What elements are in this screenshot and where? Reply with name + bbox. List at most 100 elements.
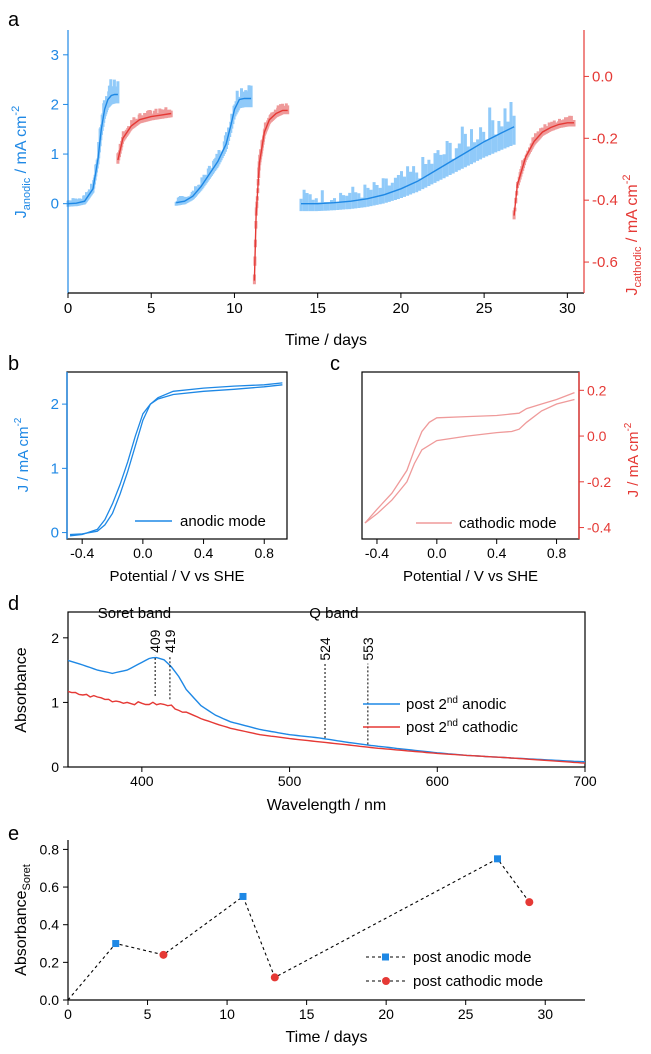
peak-label-419: 419 — [162, 629, 178, 653]
x-tick-label-c: 0.4 — [487, 545, 507, 561]
cv-curve-b-1 — [69, 382, 283, 536]
x-tick-label-a: 30 — [559, 300, 576, 317]
series-line-a-0 — [67, 93, 118, 205]
series-line-a-5 — [513, 122, 574, 216]
raw-data-band-2 — [299, 102, 516, 212]
y-tick-label-e: 0.0 — [40, 992, 60, 1008]
y-axis-title-c: J / mA cm-2 — [623, 422, 642, 497]
x-tick-label-e: 25 — [458, 1006, 474, 1022]
x-tick-label-a: 15 — [309, 300, 326, 317]
legend-marker-circle — [382, 977, 390, 985]
ylabel-sup: -2 — [13, 417, 24, 426]
y-axis-title-e: AbsorbanceSoret — [13, 864, 33, 976]
legend-main: post 2 — [406, 696, 447, 713]
y-axis-title-b: J / mA cm-2 — [13, 417, 32, 492]
legend-label-d-1: post 2nd cathodic — [406, 718, 519, 736]
data-point-square — [494, 855, 502, 863]
y-tick-label-left-a: 0 — [51, 196, 59, 213]
legend-rest: cathodic — [458, 719, 519, 736]
y-tick-label-e: 0.2 — [40, 954, 60, 970]
y-tick-label-e: 0.6 — [40, 879, 60, 895]
series-line-a-3 — [117, 112, 172, 161]
panel-b-label: b — [8, 353, 19, 375]
plot-frame-d — [67, 611, 586, 768]
ylabel-rest: / mA cm — [13, 116, 30, 178]
x-tick-label-a: 0 — [64, 300, 72, 317]
spectrum-line-1 — [67, 690, 586, 764]
legend-label-e-1: post cathodic mode — [413, 973, 543, 990]
x-tick-label-c: 0.0 — [427, 545, 447, 561]
y-axis-title-left-a: Janodic / mA cm-2 — [10, 106, 33, 218]
x-tick-label-d: 400 — [130, 773, 154, 789]
x-axis-title-e: Time / days — [285, 1029, 367, 1046]
x-axis-title-b: Potential / V vs SHE — [109, 568, 244, 585]
x-tick-label-e: 15 — [299, 1006, 315, 1022]
y-tick-label-left-a: 3 — [51, 47, 59, 64]
x-tick-label-a: 5 — [147, 300, 155, 317]
ylabel-sup: -2 — [623, 422, 634, 431]
x-tick-label-c: -0.4 — [365, 545, 389, 561]
ylabel-main: J / mA cm — [15, 427, 32, 493]
y-tick-label-d: 0 — [51, 759, 59, 775]
y-tick-label-right-a: -0.6 — [592, 254, 618, 271]
ylabel-main: Absorbance — [13, 890, 30, 975]
x-tick-label-b: 0.0 — [133, 545, 153, 561]
legend-marker-square — [382, 953, 389, 961]
x-tick-label-b: 0.8 — [255, 545, 275, 561]
data-point-square — [239, 892, 247, 900]
x-tick-label-d: 500 — [278, 773, 302, 789]
legend-rest: anodic — [458, 696, 507, 713]
y-tick-label-right-a: -0.2 — [592, 130, 618, 147]
ylabel-main: J / mA cm — [625, 432, 642, 498]
panel-c-label: c — [330, 353, 340, 375]
raw-data-band-4 — [252, 103, 290, 285]
x-tick-label-b: 0.4 — [194, 545, 214, 561]
legend-label-b: anodic mode — [180, 513, 266, 530]
x-axis-title-a: Time / days — [285, 332, 367, 349]
legend-sup: nd — [447, 695, 458, 706]
y-axis-title-right-a: Jcathodic / mA cm-2 — [621, 175, 644, 296]
peak-label-409: 409 — [147, 629, 163, 653]
ylabel-sup: -2 — [10, 106, 22, 116]
y-tick-label-left-a: 2 — [51, 96, 59, 113]
ylabel-sub: Soret — [21, 864, 33, 890]
plot-frame-c — [361, 371, 580, 540]
x-tick-label-a: 20 — [393, 300, 410, 317]
y-tick-label-d: 1 — [51, 694, 59, 710]
cv-curve-b-0 — [69, 384, 283, 537]
y-tick-label-e: 0.4 — [40, 917, 60, 933]
ylabel-rest: / mA cm — [624, 184, 641, 246]
y-tick-label-right-a: 0.0 — [592, 68, 613, 85]
raw-data-band-3 — [116, 107, 173, 164]
y-tick-label-right-a: -0.4 — [592, 192, 618, 209]
cv-curve-c-0 — [364, 391, 575, 524]
y-tick-label-c: 0.0 — [587, 428, 607, 444]
x-tick-label-e: 30 — [537, 1006, 553, 1022]
y-tick-label-b: 2 — [51, 396, 59, 413]
data-point-circle — [525, 898, 534, 907]
panel-d-label: d — [8, 593, 19, 615]
band-annotation: Soret band — [98, 605, 171, 622]
ylabel-main: J — [13, 210, 30, 218]
x-tick-label-a: 25 — [476, 300, 493, 317]
y-tick-label-c: -0.4 — [587, 520, 611, 536]
panel-a-label: a — [8, 9, 20, 31]
y-tick-label-b: 0 — [51, 525, 59, 542]
y-tick-label-c: -0.2 — [587, 474, 611, 490]
ylabel-main: J — [624, 288, 641, 296]
x-tick-label-d: 700 — [573, 773, 597, 789]
y-axis-title-d: Absorbance — [13, 647, 30, 732]
y-tick-label-left-a: 1 — [51, 146, 59, 163]
y-tick-label-d: 2 — [51, 630, 59, 646]
legend-label-c: cathodic mode — [459, 515, 557, 532]
raw-data-band-1 — [174, 85, 253, 206]
y-tick-label-c: 0.2 — [587, 382, 607, 398]
legend-sup: nd — [447, 718, 458, 729]
peak-label-524: 524 — [317, 637, 333, 661]
series-line-a-2 — [301, 126, 515, 205]
ylabel-sub: cathodic — [632, 246, 644, 287]
series-line-a-1 — [176, 97, 252, 204]
x-tick-label-e: 5 — [144, 1006, 152, 1022]
legend-main: post 2 — [406, 719, 447, 736]
